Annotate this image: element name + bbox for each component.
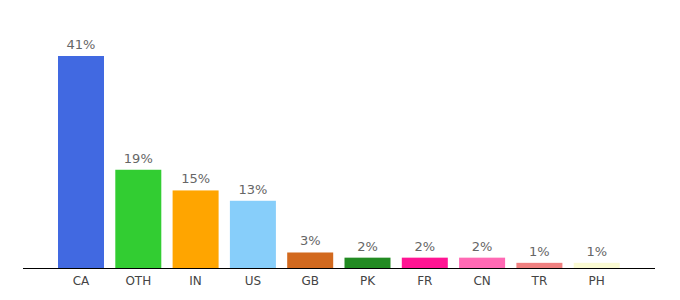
data-label: 15% — [181, 171, 210, 186]
x-tick-label: US — [245, 274, 261, 288]
x-tick-label: CN — [473, 274, 490, 288]
bar — [287, 252, 333, 268]
x-tick-label: PH — [589, 274, 605, 288]
data-label: 19% — [124, 151, 153, 166]
bar — [115, 170, 161, 268]
chart-container: 41% 19% 15% 13% 3% 2% 2% 2% 1% 1% CA OTH IN US GB PK FR C… — [0, 0, 680, 300]
data-label: 2% — [414, 239, 435, 254]
data-label: 1% — [586, 244, 607, 259]
bar — [173, 190, 219, 268]
data-label: 3% — [300, 233, 321, 248]
bar — [230, 201, 276, 268]
bars — [58, 56, 620, 268]
bar — [574, 263, 620, 268]
x-tick-label: FR — [417, 274, 432, 288]
data-label: 13% — [238, 182, 267, 197]
chart-svg: 41% 19% 15% 13% 3% 2% 2% 2% 1% 1% CA OTH IN US GB PK FR C… — [0, 0, 680, 300]
data-label: 2% — [357, 239, 378, 254]
x-tick-label: OTH — [125, 274, 151, 288]
x-tick-label: TR — [531, 274, 548, 288]
bar — [459, 258, 505, 268]
x-axis — [23, 268, 655, 269]
bar — [402, 258, 448, 268]
x-tick-label: IN — [189, 274, 202, 288]
data-label: 2% — [472, 239, 493, 254]
x-tick-label: CA — [73, 274, 90, 288]
x-tick-label: PK — [360, 274, 376, 288]
data-label: 1% — [529, 244, 550, 259]
x-tick-label: GB — [301, 274, 319, 288]
bar — [516, 263, 562, 268]
data-label: 41% — [67, 37, 96, 52]
bar — [58, 56, 104, 268]
bar — [345, 258, 391, 268]
